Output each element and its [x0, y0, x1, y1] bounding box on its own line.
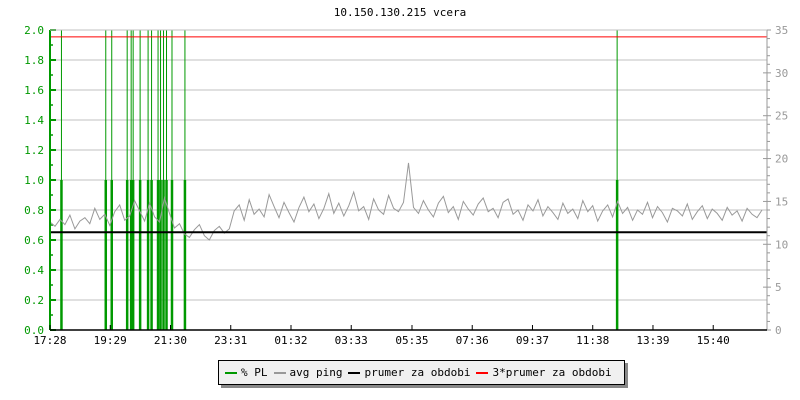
- left-tick-label: 1.8: [24, 54, 44, 67]
- left-tick-label: 0.4: [24, 264, 44, 277]
- x-tick-label: 23:31: [214, 334, 247, 347]
- left-tick-label: 1.0: [24, 174, 44, 187]
- legend-label: avg ping: [289, 366, 343, 379]
- legend-swatch: [225, 371, 237, 374]
- x-tick-label: 21:30: [154, 334, 187, 347]
- legend-item: avg ping: [273, 366, 343, 379]
- legend-label: prumer za obdobi: [364, 366, 471, 379]
- right-tick-label: 10: [775, 238, 788, 251]
- x-tick-label: 09:37: [516, 334, 549, 347]
- right-tick-label: 35: [775, 24, 788, 37]
- left-tick-label: 1.4: [24, 114, 44, 127]
- left-tick-label: 2.0: [24, 24, 44, 37]
- legend-swatch: [273, 371, 286, 374]
- legend-item: % PL: [225, 366, 268, 379]
- x-tick-label: 19:29: [94, 334, 127, 347]
- left-tick-label: 0.6: [24, 234, 44, 247]
- legend-swatch: [348, 371, 361, 374]
- left-tick-label: 0.2: [24, 294, 44, 307]
- x-tick-label: 13:39: [636, 334, 669, 347]
- right-tick-label: 15: [775, 195, 788, 208]
- x-tick-label: 07:36: [456, 334, 489, 347]
- avg-ping-line: [49, 162, 763, 241]
- x-tick-label: 17:28: [33, 334, 66, 347]
- chart-title: 10.150.130.215 vcera: [333, 6, 467, 19]
- legend-label: % PL: [241, 366, 268, 379]
- left-tick-label: 0.8: [24, 204, 44, 217]
- right-tick-label: 5: [775, 281, 782, 294]
- left-tick-label: 1.2: [24, 144, 44, 157]
- right-tick-label: 30: [775, 67, 788, 80]
- legend: % PL avg ping prumer za obdobi 3*prumer za …: [218, 360, 625, 385]
- x-tick-label: 03:33: [335, 334, 368, 347]
- right-tick-label: 0: [775, 324, 782, 337]
- right-tick-label: 25: [775, 110, 788, 123]
- x-tick-label: 01:32: [274, 334, 307, 347]
- right-tick-label: 20: [775, 153, 788, 166]
- legend-swatch: [476, 371, 489, 374]
- left-tick-label: 1.6: [24, 84, 44, 97]
- legend-label: 3*prumer za obdobi: [492, 366, 612, 379]
- x-tick-label: 11:38: [576, 334, 609, 347]
- legend-item: 3*prumer za obdobi: [476, 366, 612, 379]
- left-tick-label: 0.0: [24, 324, 44, 337]
- x-tick-label: 05:35: [395, 334, 428, 347]
- x-tick-label: 15:40: [697, 334, 730, 347]
- legend-item: prumer za obdobi: [348, 366, 470, 379]
